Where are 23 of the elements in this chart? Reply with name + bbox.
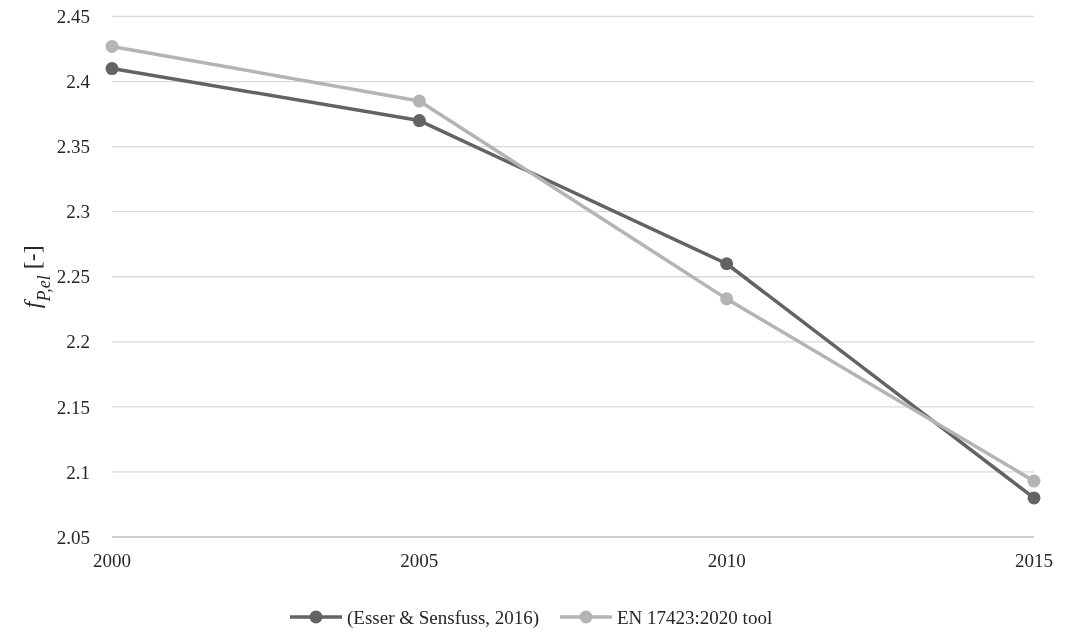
x-tick-label: 2010 [707,550,746,571]
point [105,62,119,76]
y-tick-label: 2.4 [66,71,91,93]
y-tick-label: 2.45 [56,6,90,28]
legend-label: EN 17423:2020 tool [617,606,773,628]
point [1027,491,1041,505]
point [1027,474,1041,488]
point [720,257,734,271]
point [105,39,119,53]
y-tick-label: 2.3 [66,201,90,223]
y-tick-label: 2.2 [66,331,90,353]
legend-label: (Esser & Sensfuss, 2016) [347,606,540,629]
point [412,94,426,108]
y-tick-label: 2.1 [66,461,90,483]
point [412,114,426,128]
x-tick-label: 2000 [93,550,131,571]
y-tick-label: 2.15 [56,396,90,418]
x-tick-label: 2015 [1015,550,1053,571]
x-tick-label: 2005 [400,550,439,571]
point [720,292,734,306]
y-tick-label: 2.05 [56,526,90,548]
y-tick-label: 2.25 [56,266,90,288]
y-tick-label: 2.35 [56,136,90,158]
